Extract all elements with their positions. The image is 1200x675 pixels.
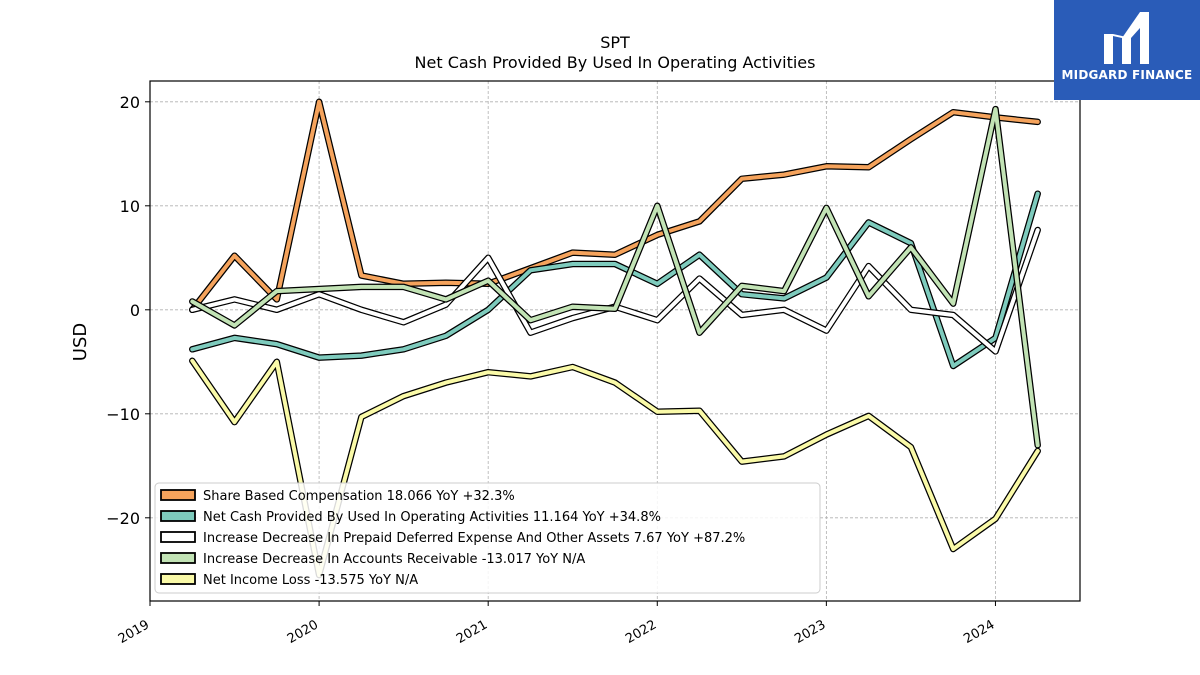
- chart-subtitle: Net Cash Provided By Used In Operating A…: [415, 53, 816, 72]
- y-tick-label: 20: [120, 93, 140, 112]
- plot-frame: [149, 80, 1081, 602]
- midgard-finance-logo: MIDGARD FINANCE: [1054, 0, 1200, 100]
- legend-label: Increase Decrease In Prepaid Deferred Ex…: [203, 531, 745, 546]
- x-tick-label: 2024: [961, 617, 997, 647]
- y-tick-label: −20: [106, 509, 140, 528]
- y-tick-label: 10: [120, 197, 140, 216]
- legend-swatch: [160, 531, 196, 543]
- y-axis-label: USD: [70, 323, 91, 361]
- legend-label: Net Cash Provided By Used In Operating A…: [203, 510, 661, 525]
- logo-text: MIDGARD FINANCE: [1061, 68, 1193, 82]
- legend-label: Increase Decrease In Accounts Receivable…: [203, 552, 585, 567]
- series-line-outline: [189, 190, 1041, 370]
- plot-lines: [189, 98, 1041, 579]
- series-line-1: [189, 190, 1041, 370]
- y-axis: 20 10 0 −10 −20: [106, 93, 150, 528]
- logo-mark-icon: [1104, 12, 1149, 64]
- legend-entry-0: Share Based Compensation 18.066 YoY +32.…: [160, 489, 515, 504]
- x-axis: 2019 2020 2021 2022 2023 2024: [116, 601, 997, 647]
- legend: Share Based Compensation 18.066 YoY +32.…: [154, 482, 821, 594]
- legend-swatch: [160, 510, 196, 522]
- series-line-stroke: [190, 107, 1040, 448]
- x-tick-label: 2019: [116, 617, 152, 647]
- legend-swatch: [160, 489, 196, 501]
- series-line-stroke: [190, 99, 1040, 312]
- legend-label: Share Based Compensation 18.066 YoY +32.…: [203, 489, 515, 504]
- y-tick-label: 0: [130, 301, 140, 320]
- legend-entry-4: Net Income Loss -13.575 YoY N/A: [160, 573, 418, 588]
- legend-entry-1: Net Cash Provided By Used In Operating A…: [160, 510, 661, 525]
- legend-box: [154, 482, 821, 594]
- x-tick-label: 2023: [792, 617, 828, 647]
- x-tick-label: 2022: [623, 617, 659, 647]
- series-line-3: [189, 105, 1041, 449]
- x-tick-label: 2020: [285, 617, 321, 647]
- chart-title: SPT: [600, 33, 630, 52]
- legend-label: Net Income Loss -13.575 YoY N/A: [203, 573, 418, 588]
- legend-entry-2: Increase Decrease In Prepaid Deferred Ex…: [160, 531, 745, 546]
- legend-entry-3: Increase Decrease In Accounts Receivable…: [160, 552, 585, 567]
- legend-swatch: [160, 573, 196, 585]
- y-tick-label: −10: [106, 405, 140, 424]
- series-line-stroke: [190, 191, 1040, 368]
- legend-swatch: [160, 552, 196, 564]
- series-line-0: [189, 98, 1041, 314]
- x-tick-label: 2021: [454, 617, 490, 647]
